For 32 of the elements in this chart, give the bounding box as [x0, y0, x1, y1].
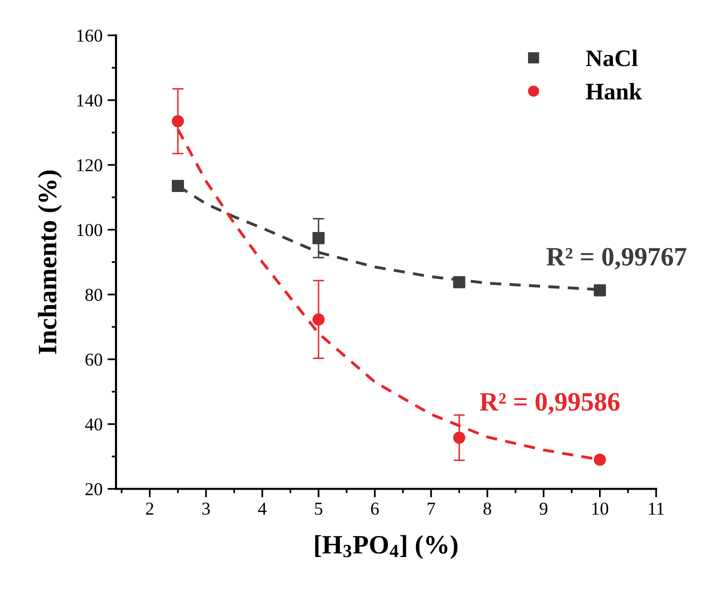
x-tick-label: 4 — [258, 502, 267, 515]
point — [453, 276, 466, 288]
point — [594, 284, 606, 296]
y-tick-label: 20 — [86, 483, 102, 496]
y-tick-label: 40 — [85, 418, 102, 431]
legend-label: NaCl — [586, 50, 638, 66]
x-tick-label: 11 — [649, 502, 664, 515]
legend-label: Hank — [586, 83, 642, 100]
x-tick-label: 5 — [315, 502, 322, 515]
x-tick-label: 10 — [592, 502, 608, 515]
x-tick-label: 6 — [371, 502, 379, 515]
point — [312, 232, 325, 244]
x-tick-label: 2 — [146, 502, 154, 515]
annotation: R² = 0,99767 — [546, 248, 686, 270]
y-tick-label: 80 — [85, 288, 102, 301]
point — [172, 180, 184, 192]
point — [172, 115, 184, 128]
y-tick-label: 60 — [86, 354, 102, 366]
point — [453, 432, 466, 444]
y-tick-label: 120 — [77, 159, 102, 172]
x-tick-label: 9 — [540, 502, 548, 515]
y-tick-label: 100 — [77, 224, 102, 236]
point — [594, 454, 606, 466]
x-axis-title: [H$_{3}$PO$_{4}$] (%) — [315, 535, 458, 560]
x-tick-label: 3 — [202, 502, 210, 515]
y-tick-label: 140 — [77, 94, 102, 107]
point — [312, 313, 325, 326]
x-tick-label: 8 — [484, 502, 492, 515]
annotation: R² = 0,99586 — [480, 392, 620, 415]
y-tick-label: 160 — [77, 30, 102, 42]
x-tick-label: 7 — [428, 502, 436, 515]
y-axis-title: Inchamento (%) — [38, 170, 62, 354]
